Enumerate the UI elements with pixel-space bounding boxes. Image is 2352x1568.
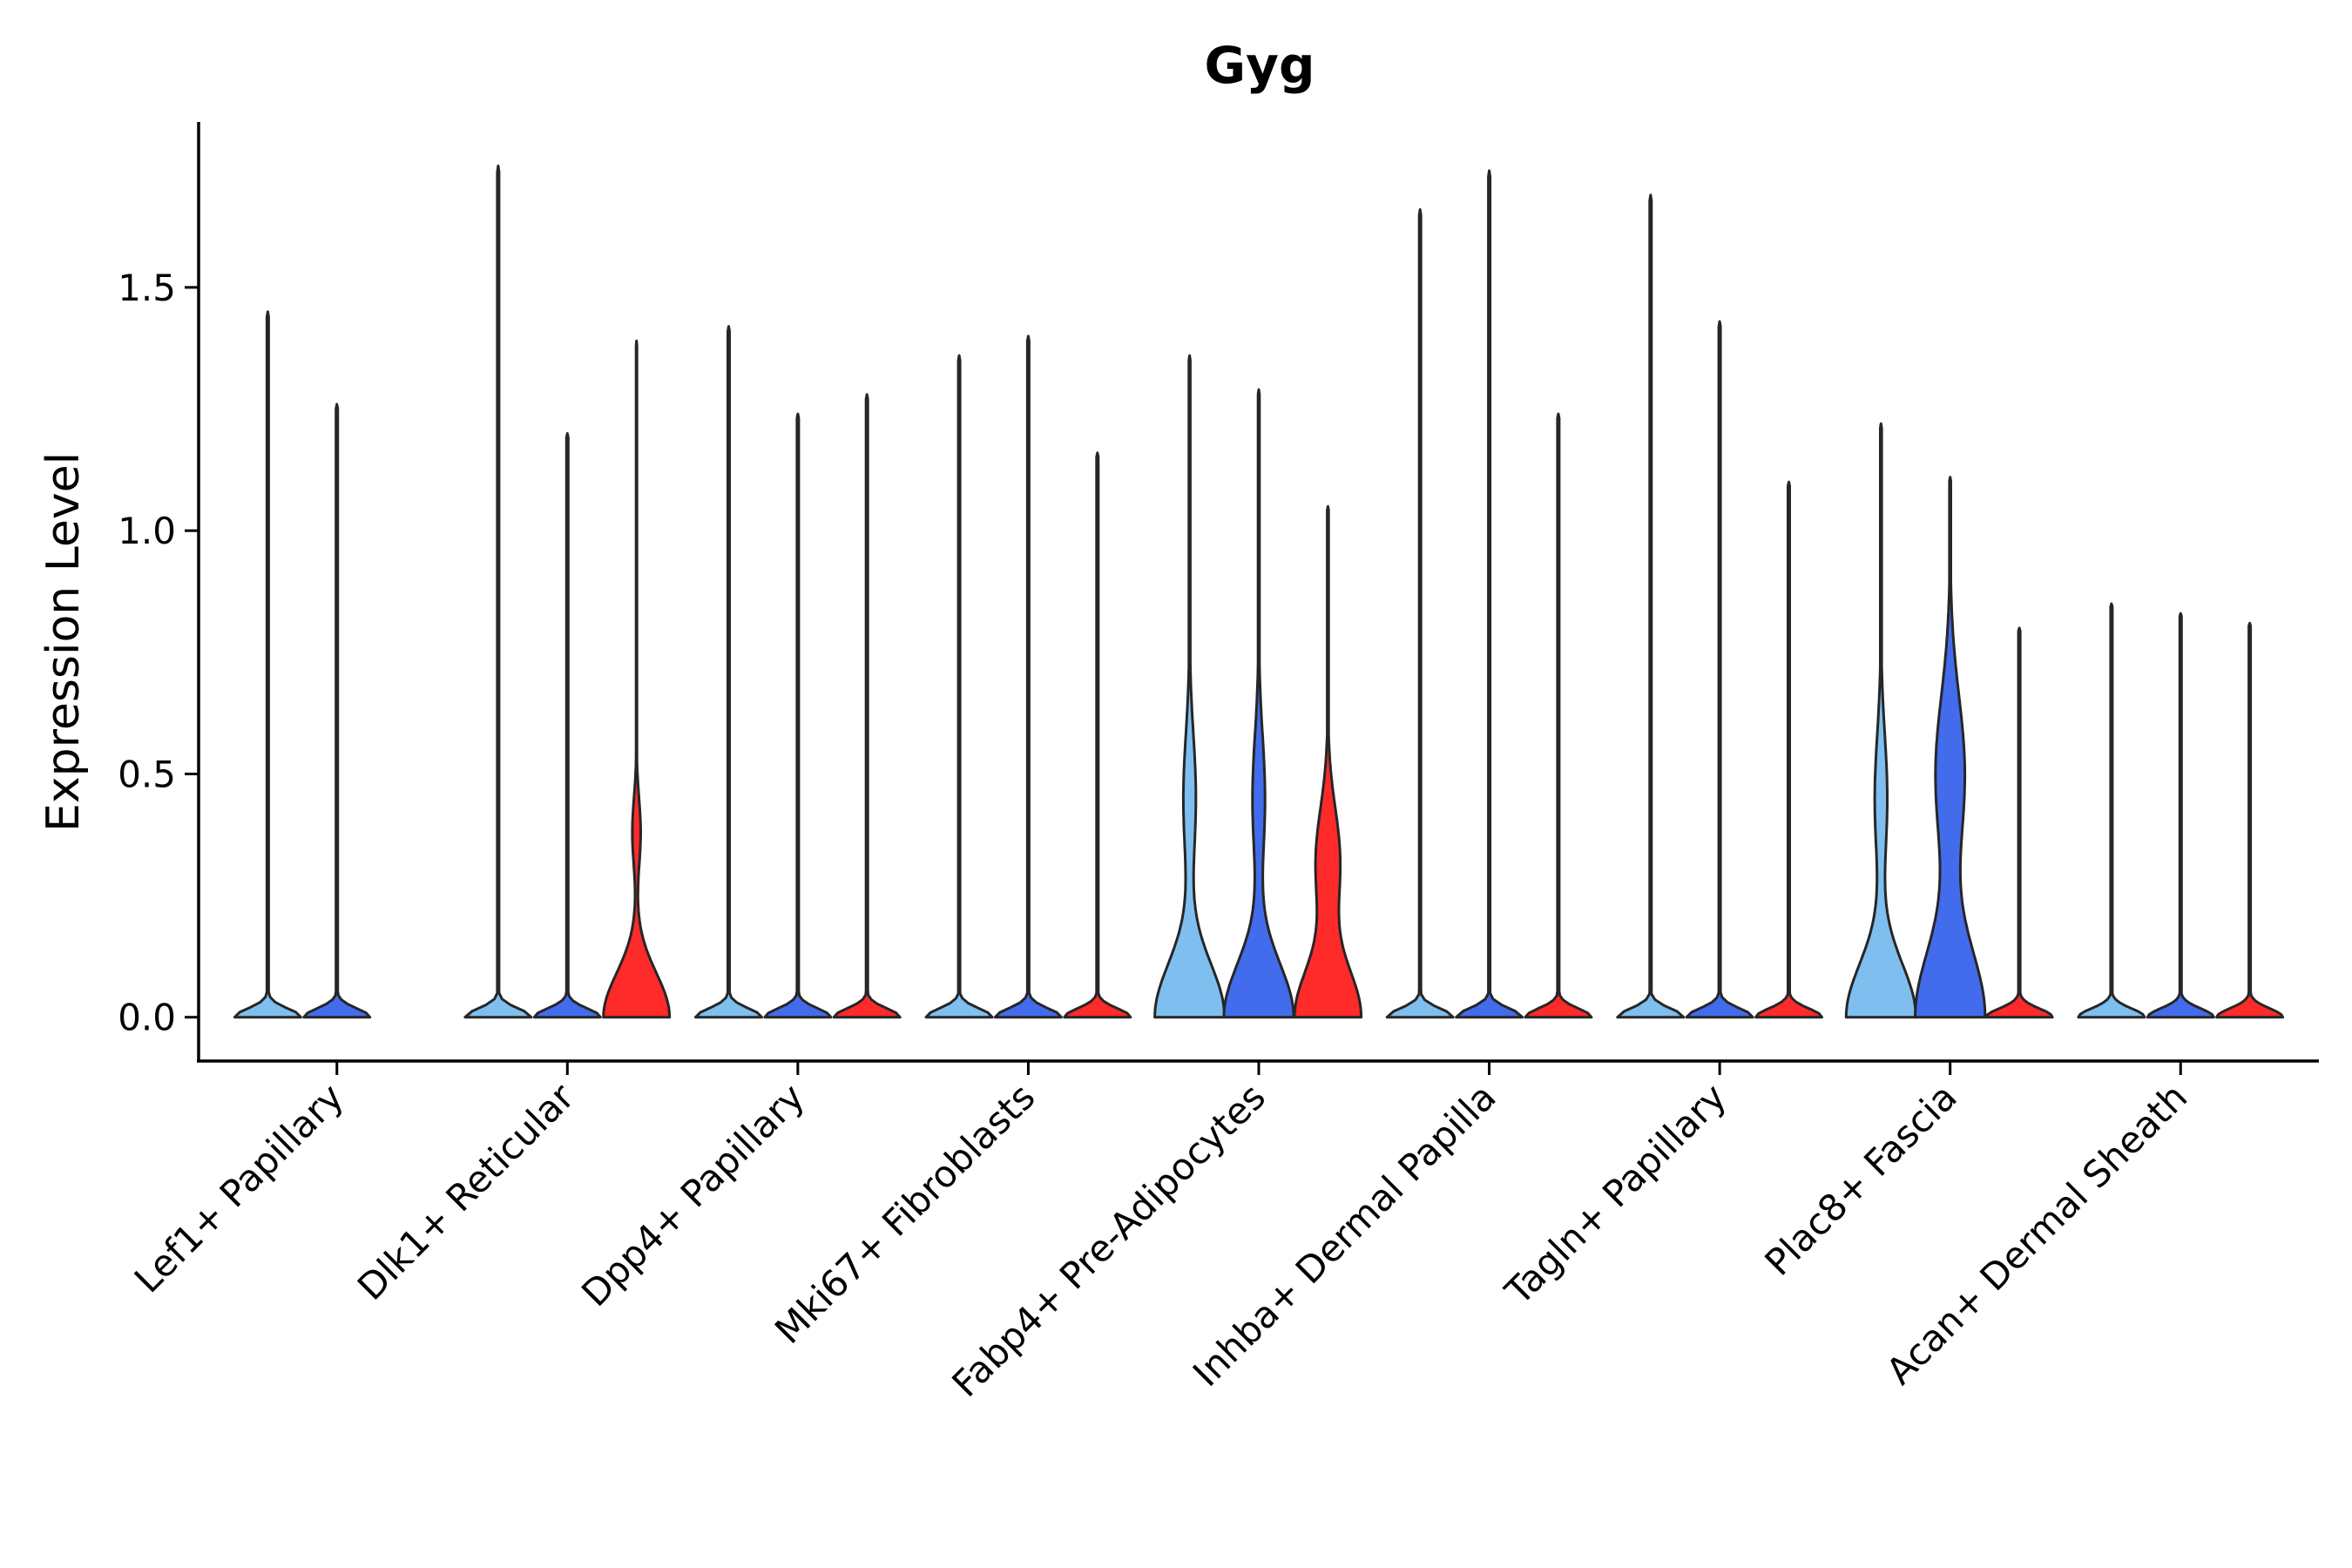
- violin-tagln-papillary-2: [1685, 320, 1754, 1019]
- violin-dpp4-papillary-1: [694, 325, 763, 1019]
- violin-inhba-dermal-papilla-3: [1524, 412, 1593, 1019]
- x-tick-label: Dlk1+ Reticular: [349, 1075, 583, 1308]
- violin-tagln-papillary-1: [1616, 193, 1686, 1019]
- x-tick-label: Lef1+ Papillary: [126, 1075, 352, 1301]
- violin-acan-dermal-sheath-1: [2077, 602, 2146, 1019]
- chart-title: Gyg: [1205, 36, 1315, 95]
- violin-dlk1-reticular-1: [463, 164, 533, 1019]
- violin-plac8-fascia-2: [1914, 476, 1987, 1019]
- violin-dlk1-reticular-2: [532, 432, 602, 1019]
- violin-acan-dermal-sheath-2: [2146, 612, 2215, 1019]
- violin-inhba-dermal-papilla-2: [1455, 169, 1524, 1019]
- violin-plac8-fascia-1: [1844, 422, 1917, 1019]
- violin-dlk1-reticular-3: [602, 339, 672, 1019]
- violin-tagln-papillary-3: [1754, 480, 1823, 1019]
- x-tick-label: Dpp4+ Papillary: [573, 1075, 813, 1315]
- x-tick-label: Mki67+ Fibroblasts: [767, 1075, 1043, 1351]
- violin-dpp4-papillary-3: [832, 393, 902, 1019]
- violin-inhba-dermal-papilla-1: [1385, 208, 1455, 1019]
- x-tick-label: Tagln+ Papillary: [1497, 1075, 1734, 1313]
- violin-lef1-papillary-1: [233, 310, 302, 1019]
- y-tick-label: 1.5: [118, 267, 176, 309]
- violin-layer: [233, 164, 2285, 1019]
- x-tick-label: Plac8+ Fascia: [1756, 1075, 1964, 1283]
- violin-acan-dermal-sheath-3: [2215, 621, 2285, 1019]
- violin-fabp4-pre-adipocytes-2: [1222, 388, 1295, 1019]
- violin-plac8-fascia-3: [1984, 626, 2054, 1019]
- y-tick-label: 0.0: [118, 997, 176, 1039]
- violin-mki67-fibroblasts-3: [1063, 451, 1132, 1019]
- y-axis-label: Expression Level: [37, 452, 90, 832]
- violin-fabp4-pre-adipocytes-1: [1153, 354, 1227, 1019]
- violin-lef1-papillary-2: [302, 402, 372, 1019]
- y-tick-label: 0.5: [118, 753, 176, 795]
- violin-dpp4-papillary-2: [763, 412, 833, 1019]
- y-tick-label: 1.0: [118, 510, 176, 552]
- violin-mki67-fibroblasts-1: [924, 354, 994, 1019]
- y-ticks: 0.0 0.5 1.0 1.5: [118, 267, 199, 1039]
- violin-fabp4-pre-adipocytes-3: [1293, 504, 1363, 1019]
- violin-mki67-fibroblasts-2: [993, 335, 1063, 1019]
